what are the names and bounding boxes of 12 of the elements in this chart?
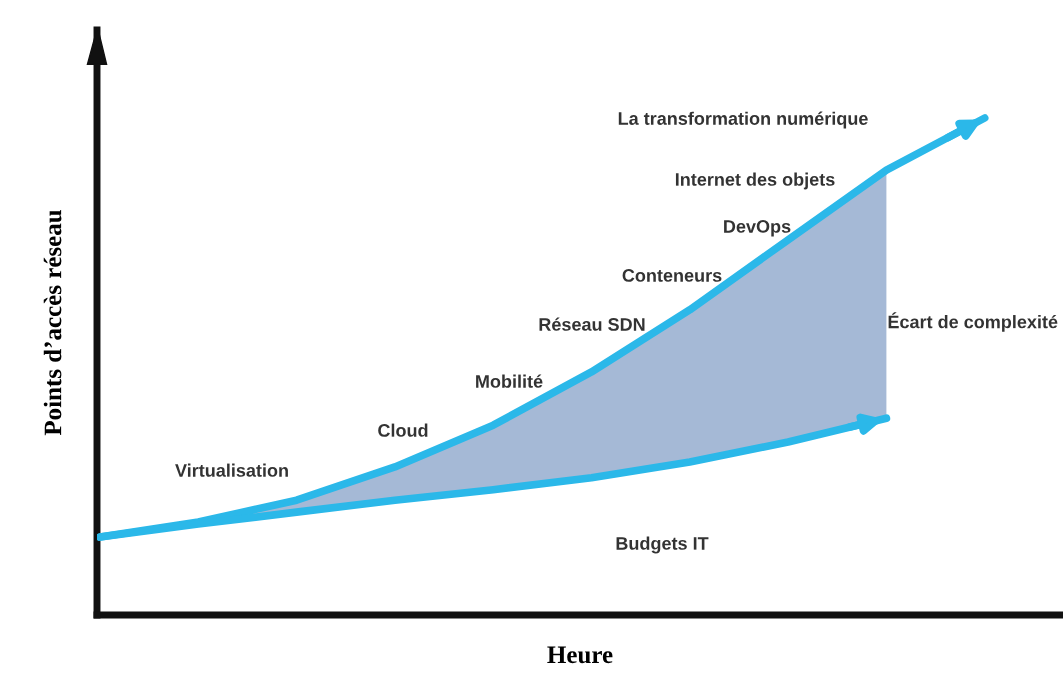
annotation: Écart de complexité — [888, 312, 1058, 332]
annotation: La transformation numérique — [618, 111, 868, 129]
text: Budgets IT — [616, 536, 709, 554]
x-axis-title: Heure — [547, 646, 613, 664]
annotation: DevOps — [724, 220, 791, 237]
annotation: Mobilité — [476, 374, 543, 388]
annotation: Conteneurs — [622, 269, 722, 282]
annotation: Réseau SDN — [539, 317, 645, 331]
annotation: Virtualisation — [175, 463, 288, 477]
annotation: Internet des objets — [675, 172, 835, 190]
y-axis-title: Points d’accès réseau — [43, 210, 62, 436]
annotation: Cloud — [378, 423, 428, 437]
